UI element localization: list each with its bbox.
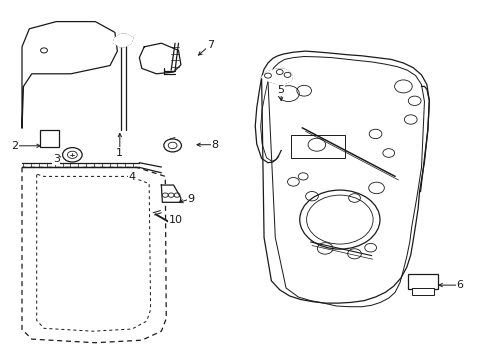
Text: 8: 8 — [211, 140, 218, 150]
Polygon shape — [113, 34, 133, 47]
Text: 4: 4 — [128, 172, 135, 182]
Polygon shape — [161, 185, 181, 202]
Text: 1: 1 — [116, 148, 123, 158]
Polygon shape — [261, 69, 292, 84]
Text: 2: 2 — [11, 141, 18, 151]
Text: 3: 3 — [53, 154, 60, 164]
Bar — [290, 135, 344, 158]
Text: 7: 7 — [206, 40, 213, 50]
Bar — [407, 274, 437, 289]
Text: 6: 6 — [455, 280, 462, 290]
Bar — [411, 288, 433, 295]
Text: 10: 10 — [169, 215, 183, 225]
Bar — [40, 130, 59, 147]
Text: 9: 9 — [187, 194, 194, 204]
Text: 5: 5 — [277, 85, 284, 95]
Polygon shape — [139, 43, 181, 74]
